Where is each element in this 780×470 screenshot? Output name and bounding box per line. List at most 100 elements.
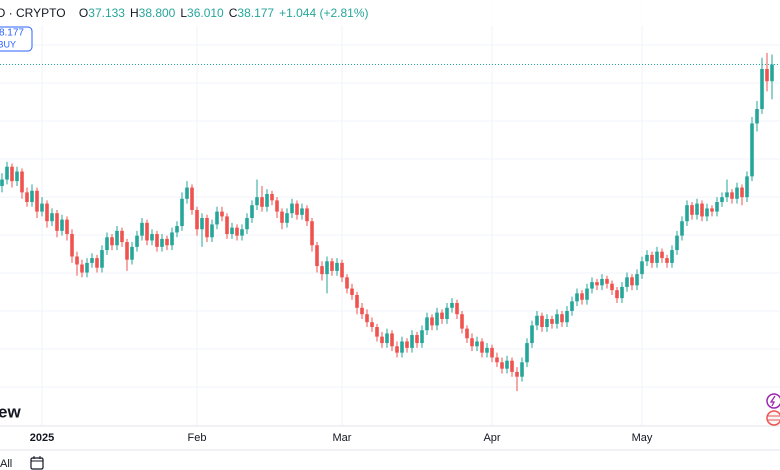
candle-body xyxy=(395,346,399,353)
candle-body xyxy=(760,68,764,110)
candle-body xyxy=(225,216,229,235)
badge-action[interactable]: BUY xyxy=(0,39,16,49)
candle-body xyxy=(450,302,454,308)
ohlc-key: H xyxy=(130,6,139,20)
flag-icon[interactable] xyxy=(766,410,780,426)
candle-body xyxy=(615,290,619,299)
candle-body xyxy=(0,179,4,186)
ohlc-value: 36.010 xyxy=(187,6,224,20)
candle-body xyxy=(295,203,299,215)
candle-body xyxy=(710,208,714,212)
side-icons[interactable] xyxy=(766,393,780,426)
candle-body xyxy=(290,203,294,214)
candle-body xyxy=(325,261,329,275)
candle-body xyxy=(335,262,339,271)
candle-body xyxy=(195,210,199,230)
candle-body xyxy=(755,109,759,124)
candle-body xyxy=(480,341,484,353)
candle-body xyxy=(430,317,434,326)
candle-body xyxy=(635,274,639,286)
candle-body xyxy=(265,193,269,207)
candle-body xyxy=(390,333,394,347)
candle-body xyxy=(485,347,489,353)
candle-body xyxy=(100,250,104,268)
candle-body xyxy=(520,362,524,377)
candle-body xyxy=(200,218,204,230)
candle-body xyxy=(705,208,709,217)
badge-price[interactable]: 38.177 xyxy=(0,28,24,39)
candle-body xyxy=(40,203,44,212)
candle-body xyxy=(285,213,289,223)
candle-body xyxy=(235,227,239,236)
candle-body xyxy=(90,258,94,263)
calendar-frame[interactable] xyxy=(30,457,44,470)
candle-body xyxy=(690,205,694,215)
candle-body xyxy=(20,171,24,193)
range-button[interactable]: All xyxy=(0,458,12,470)
candle-body xyxy=(720,197,724,202)
candle-body xyxy=(350,288,354,295)
candle-body xyxy=(550,319,554,324)
candle-body xyxy=(620,286,624,299)
candle-body xyxy=(415,335,419,344)
ohlc-key: L xyxy=(180,6,187,20)
candle-body xyxy=(65,219,69,235)
candle-body xyxy=(440,312,444,320)
candle-body xyxy=(275,200,279,212)
candle-body xyxy=(220,211,224,217)
candle-body xyxy=(370,322,374,328)
candle-body xyxy=(560,314,564,323)
candle-body xyxy=(320,266,324,275)
candle-body xyxy=(460,314,464,329)
candle-body xyxy=(155,234,159,247)
candle-body xyxy=(500,362,504,369)
candle-body xyxy=(545,319,549,328)
candle-body xyxy=(385,333,389,344)
buy-badge[interactable]: 38.177 BUY xyxy=(0,26,33,52)
candle-body xyxy=(135,235,139,247)
candle-body xyxy=(400,341,404,353)
candle-body xyxy=(510,360,514,372)
candle-body xyxy=(280,211,284,223)
candle-body xyxy=(355,294,359,308)
candle-body xyxy=(765,68,769,82)
candle-body xyxy=(35,190,39,212)
grid xyxy=(0,44,780,388)
candle-body xyxy=(145,222,149,241)
candle-body xyxy=(580,293,584,300)
candle-body xyxy=(625,277,629,287)
candle-body xyxy=(530,325,534,344)
x-tick-label: Feb xyxy=(188,432,207,444)
candle-body xyxy=(610,283,614,291)
candle-body xyxy=(260,197,264,207)
change: +1.044 (+2.81%) xyxy=(279,6,368,20)
candle-body xyxy=(600,278,604,286)
candle-body xyxy=(10,166,14,182)
candle-body xyxy=(665,258,669,263)
candle-body xyxy=(175,226,179,233)
candle-body xyxy=(435,312,439,326)
candle-body xyxy=(470,338,474,347)
candle-body xyxy=(675,235,679,251)
x-tick-label: Mar xyxy=(333,432,352,444)
candle-body xyxy=(330,261,334,271)
badge-box[interactable] xyxy=(0,26,33,52)
candle-body xyxy=(165,238,169,246)
candle-body xyxy=(95,258,99,268)
candle-body xyxy=(410,335,414,348)
candle-body xyxy=(55,213,59,231)
ohlc-value: 38.177 xyxy=(237,6,274,20)
candle-body xyxy=(425,317,429,331)
candle-body xyxy=(505,360,509,369)
candle-body xyxy=(535,315,539,326)
candle-body xyxy=(715,201,719,212)
candle-body xyxy=(105,237,109,251)
candle-body xyxy=(570,301,574,311)
event-icon[interactable] xyxy=(766,393,780,409)
candle-body xyxy=(240,229,244,236)
calendar-icon[interactable] xyxy=(30,456,44,470)
candle-body xyxy=(655,251,659,263)
candle-body xyxy=(595,282,599,286)
header-bg xyxy=(0,0,780,26)
